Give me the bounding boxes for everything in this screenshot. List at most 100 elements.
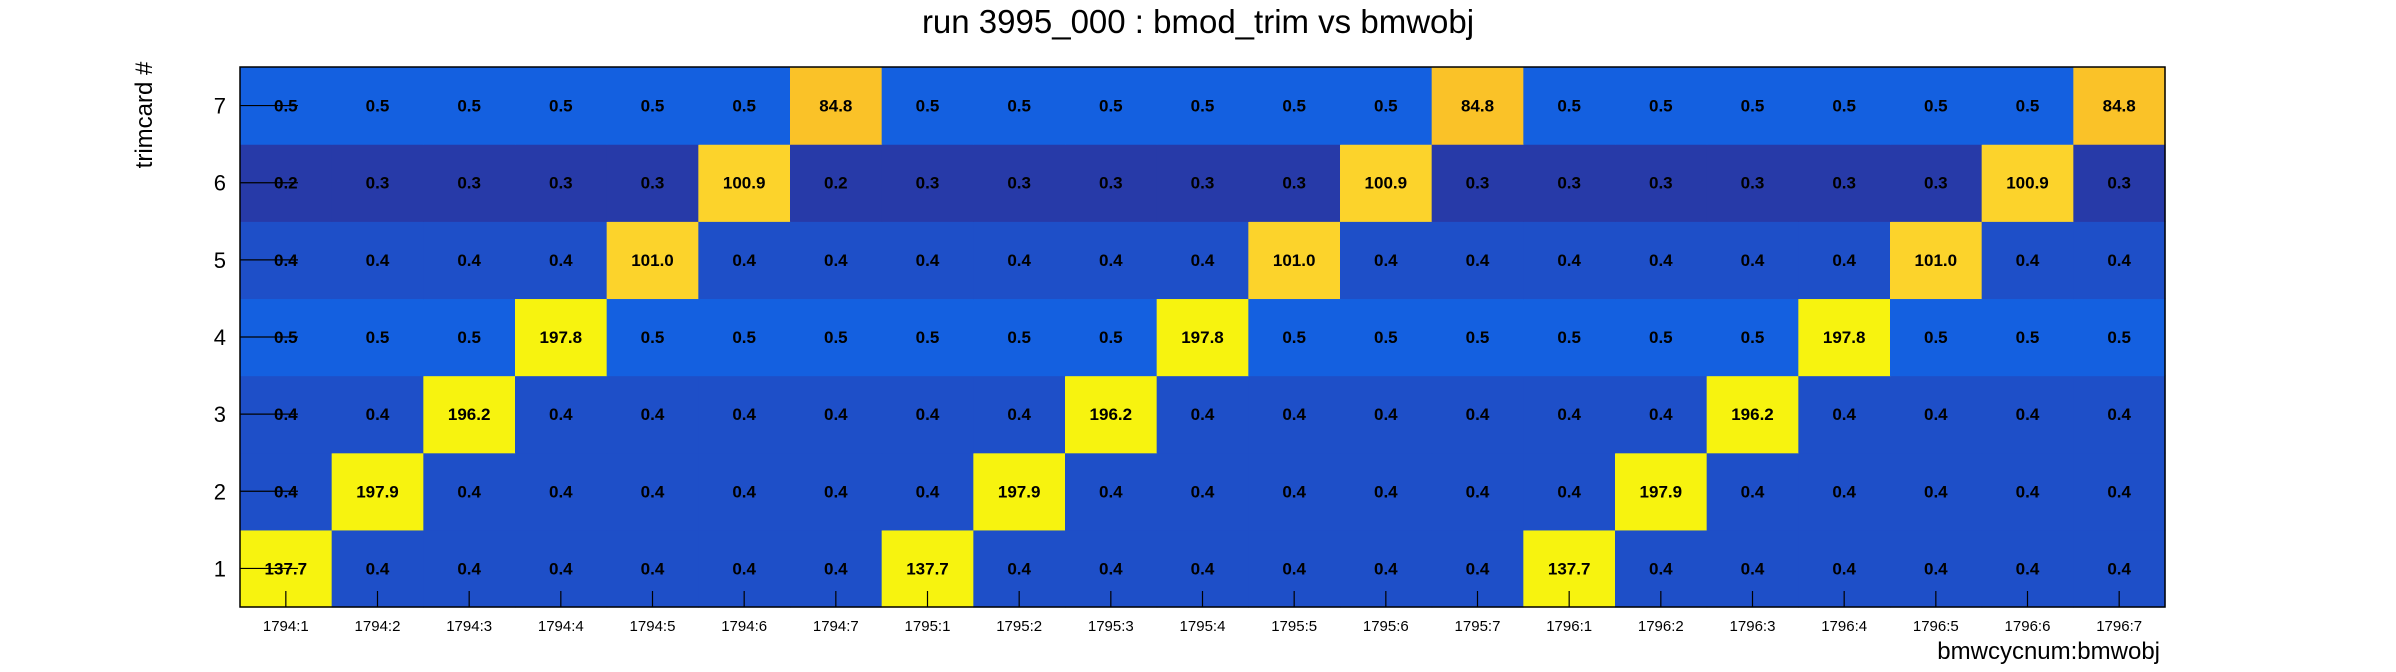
heatmap-cell — [606, 298, 699, 377]
cell-value-label: 0.4 — [1282, 559, 1306, 578]
cell-value-label: 101.0 — [1915, 251, 1958, 270]
heatmap-cell — [1798, 452, 1891, 531]
cell-value-label: 0.4 — [457, 482, 481, 501]
x-tick-label: 1795:2 — [996, 618, 1042, 635]
cell-value-label: 137.7 — [1548, 559, 1591, 578]
heatmap-cell — [331, 144, 424, 222]
heatmap-cell — [1248, 298, 1341, 377]
cell-value-label: 100.9 — [723, 174, 766, 193]
cell-value-label: 0.3 — [916, 174, 940, 193]
heatmap-cell — [881, 452, 974, 531]
heatmap-cell — [1431, 144, 1524, 222]
heatmap-cell — [1431, 375, 1524, 454]
cell-value-label: 0.4 — [1374, 559, 1398, 578]
heatmap-cell — [1706, 375, 1799, 454]
cell-value-label: 137.7 — [906, 559, 949, 578]
heatmap-cell — [1248, 144, 1341, 222]
heatmap-cell — [606, 67, 699, 145]
heatmap-cell — [1981, 452, 2074, 531]
heatmap-cell — [790, 298, 883, 377]
cell-value-label: 0.5 — [1374, 97, 1398, 116]
x-tick-label: 1795:3 — [1088, 618, 1134, 635]
heatmap-cell — [1890, 375, 1983, 454]
cell-value-label: 0.4 — [1466, 405, 1490, 424]
cell-value-label: 0.4 — [549, 251, 573, 270]
heatmap-cell — [1615, 452, 1708, 531]
heatmap-cell — [698, 298, 791, 377]
x-tick-label: 1796:2 — [1638, 618, 1684, 635]
cell-value-label: 0.4 — [366, 251, 390, 270]
heatmap-cell — [1156, 144, 1249, 222]
y-tick-label: 2 — [214, 479, 226, 504]
cell-value-label: 0.4 — [1099, 482, 1123, 501]
heatmap-cell — [423, 144, 516, 222]
cell-value-label: 0.5 — [1924, 328, 1948, 347]
cell-value-label: 0.4 — [916, 251, 940, 270]
cell-value-label: 0.3 — [1282, 174, 1306, 193]
x-tick-label: 1795:7 — [1455, 618, 1501, 635]
heatmap-cell — [515, 375, 608, 454]
cell-value-label: 0.4 — [2107, 559, 2131, 578]
heatmap-cell — [1431, 298, 1524, 377]
cell-value-label: 0.5 — [457, 97, 481, 116]
x-tick-label: 1795:5 — [1271, 618, 1317, 635]
heatmap-cell — [698, 221, 791, 300]
cell-value-label: 0.4 — [1832, 251, 1856, 270]
cell-value-label: 0.4 — [1832, 559, 1856, 578]
heatmap-cell — [1340, 67, 1433, 145]
heatmap-cell — [2073, 144, 2166, 222]
heatmap-cell — [2073, 221, 2166, 300]
y-tick-label: 1 — [214, 556, 226, 581]
heatmap-cell — [1523, 452, 1616, 531]
cell-value-label: 0.4 — [2016, 251, 2040, 270]
cell-value-label: 84.8 — [1461, 97, 1494, 116]
cell-value-label: 0.4 — [457, 559, 481, 578]
heatmap-cell — [1340, 221, 1433, 300]
cell-value-label: 0.4 — [1374, 405, 1398, 424]
cell-value-label: 0.4 — [641, 559, 665, 578]
heatmap-cell — [331, 298, 424, 377]
heatmap-cell — [1248, 452, 1341, 531]
x-tick-label: 1795:6 — [1363, 618, 1409, 635]
cell-value-label: 0.3 — [549, 174, 573, 193]
cell-value-label: 0.4 — [1557, 251, 1581, 270]
heatmap-cell — [606, 221, 699, 300]
cell-value-label: 0.5 — [1282, 328, 1306, 347]
cell-value-label: 0.4 — [2016, 482, 2040, 501]
heatmap-cell — [423, 452, 516, 531]
heatmap-cell — [1523, 298, 1616, 377]
heatmap-cell — [1615, 298, 1708, 377]
x-tick-label: 1796:6 — [2005, 618, 2051, 635]
cell-value-label: 0.4 — [549, 482, 573, 501]
heatmap-cell — [1890, 221, 1983, 300]
cell-value-label: 0.4 — [1924, 482, 1948, 501]
cell-value-label: 196.2 — [448, 405, 491, 424]
cell-value-label: 0.3 — [1099, 174, 1123, 193]
cell-value-label: 197.9 — [998, 482, 1041, 501]
cell-value-label: 0.5 — [732, 97, 756, 116]
cell-value-label: 0.5 — [2107, 328, 2131, 347]
cell-value-label: 0.5 — [1007, 97, 1031, 116]
cell-value-label: 0.4 — [732, 405, 756, 424]
cell-value-label: 0.5 — [1099, 97, 1123, 116]
cell-value-label: 0.3 — [1007, 174, 1031, 193]
cell-value-label: 0.4 — [1007, 405, 1031, 424]
heatmap-cell — [423, 375, 516, 454]
cell-value-label: 0.5 — [2016, 97, 2040, 116]
heatmap-cell — [698, 67, 791, 145]
cell-value-label: 197.9 — [356, 482, 399, 501]
cell-value-label: 0.5 — [1007, 328, 1031, 347]
heatmap-cell — [1706, 452, 1799, 531]
heatmap-cell — [1615, 221, 1708, 300]
cell-value-label: 0.4 — [549, 405, 573, 424]
cell-value-label: 0.5 — [1099, 328, 1123, 347]
cell-value-label: 0.4 — [2016, 405, 2040, 424]
heatmap-cell — [1890, 452, 1983, 531]
heatmap-cell — [1065, 144, 1158, 222]
cell-value-label: 84.8 — [819, 97, 852, 116]
heatmap-cell — [790, 452, 883, 531]
x-axis-title: bmwcycnum:bmwobj — [1937, 638, 2160, 665]
cell-value-label: 0.4 — [1191, 482, 1215, 501]
cell-value-label: 0.3 — [1832, 174, 1856, 193]
cell-value-label: 0.5 — [366, 97, 390, 116]
